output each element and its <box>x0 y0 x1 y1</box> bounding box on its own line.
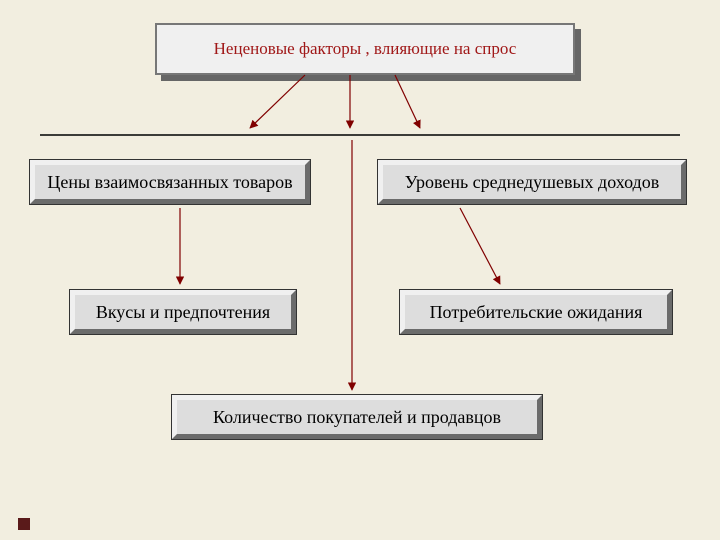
box-tastes-preferences: Вкусы и предпочтения <box>70 290 296 334</box>
arrow-title-to-b1 <box>250 75 305 128</box>
box-number-buyers-sellers: Количество покупателей и продавцов <box>172 395 542 439</box>
box-per-capita-income: Уровень среднедушевых доходов <box>378 160 686 204</box>
arrow-title-to-b2 <box>395 75 420 128</box>
box-label: Вкусы и предпочтения <box>96 302 270 323</box>
title-text: Неценовые факторы , влияющие на спрос <box>214 39 517 59</box>
diagram-lines <box>0 0 720 540</box>
title-box: Неценовые факторы , влияющие на спрос <box>155 23 575 75</box>
box-label: Цены взаимосвязанных товаров <box>47 172 292 193</box>
arrow-b2-to-b4 <box>460 208 500 284</box>
box-label: Потребительские ожидания <box>430 302 643 323</box>
box-label: Уровень среднедушевых доходов <box>405 172 659 193</box>
box-related-goods-prices: Цены взаимосвязанных товаров <box>30 160 310 204</box>
box-label: Количество покупателей и продавцов <box>213 407 501 428</box>
footer-bullet-icon <box>18 518 30 530</box>
box-consumer-expectations: Потребительские ожидания <box>400 290 672 334</box>
